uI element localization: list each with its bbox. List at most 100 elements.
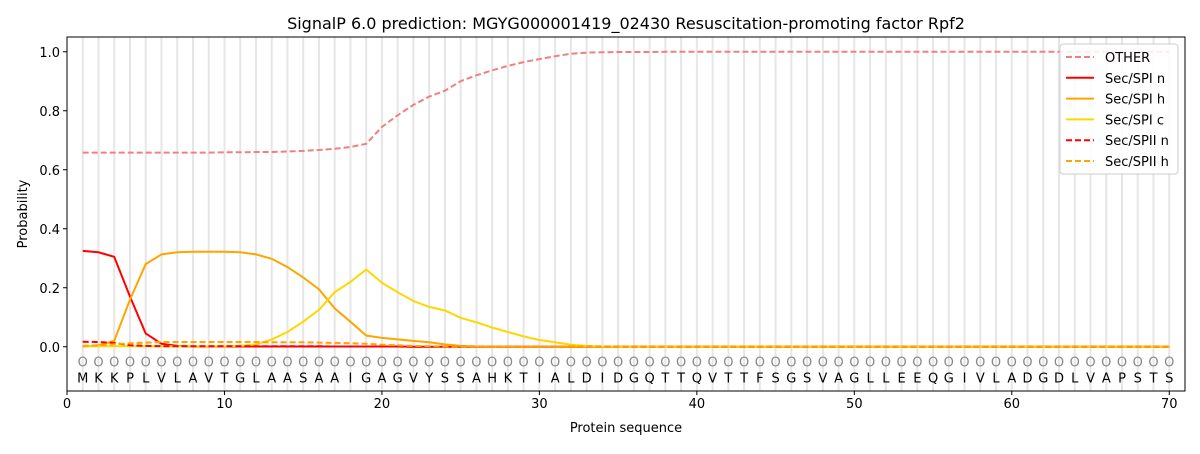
x-tick-label: 20 xyxy=(374,397,391,412)
position-marker: O xyxy=(298,356,308,371)
residue-label: F xyxy=(756,372,763,387)
residue-label: E xyxy=(897,372,905,387)
position-marker: O xyxy=(786,356,796,371)
residue-label: P xyxy=(126,372,134,387)
residue-label: S xyxy=(1134,372,1142,387)
position-marker: O xyxy=(959,356,969,371)
residue-label: L xyxy=(866,372,874,387)
residue-label: D xyxy=(613,372,623,387)
residue-label: V xyxy=(1086,372,1095,387)
y-tick-label: 0.6 xyxy=(39,164,60,179)
position-marker: O xyxy=(125,356,135,371)
residue-label: P xyxy=(1118,372,1126,387)
position-marker: O xyxy=(597,356,607,371)
position-marker: O xyxy=(707,356,717,371)
position-marker: O xyxy=(1007,356,1017,371)
residue-label: A xyxy=(314,372,323,387)
residue-label: V xyxy=(976,372,985,387)
residue-label: L xyxy=(142,372,150,387)
residue-label: S xyxy=(299,372,307,387)
y-tick-label: 0.4 xyxy=(39,223,60,238)
position-marker: O xyxy=(282,356,292,371)
position-marker: O xyxy=(1070,356,1080,371)
position-marker: O xyxy=(692,356,702,371)
position-marker: O xyxy=(314,356,324,371)
residue-label: G xyxy=(393,372,403,387)
legend-label: Sec/SPII h xyxy=(1105,155,1169,170)
residue-label: A xyxy=(1102,372,1111,387)
residue-label: L xyxy=(567,372,575,387)
residue-label: T xyxy=(739,372,748,387)
residue-label: G xyxy=(235,372,245,387)
position-marker: O xyxy=(1054,356,1064,371)
position-marker: O xyxy=(93,356,103,371)
series-line-sec-spi-h xyxy=(82,250,1170,348)
position-marker: O xyxy=(802,356,812,371)
residue-label: K xyxy=(110,372,119,387)
residue-label: D xyxy=(1023,372,1033,387)
chart-title: SignalP 6.0 prediction: MGYG000001419_02… xyxy=(287,14,965,34)
residue-label: L xyxy=(252,372,260,387)
residue-label: S xyxy=(441,372,449,387)
position-marker: O xyxy=(1148,356,1158,371)
residue-label: G xyxy=(629,372,639,387)
residue-label: G xyxy=(1038,372,1048,387)
y-tick-label: 1.0 xyxy=(39,46,60,61)
position-marker: O xyxy=(156,356,166,371)
residue-label: I xyxy=(349,372,353,387)
position-marker: O xyxy=(944,356,954,371)
residue-label: G xyxy=(361,372,371,387)
position-marker: O xyxy=(393,356,403,371)
residue-label: Q xyxy=(692,372,702,387)
x-axis-label: Protein sequence xyxy=(570,421,682,436)
legend-label: Sec/SPI h xyxy=(1105,93,1165,108)
legend-label: Sec/SPI n xyxy=(1105,72,1165,87)
position-marker: O xyxy=(818,356,828,371)
residue-label: Q xyxy=(645,372,655,387)
position-marker: O xyxy=(613,356,623,371)
position-marker: O xyxy=(1164,356,1174,371)
residue-label: T xyxy=(660,372,669,387)
position-marker: O xyxy=(896,356,906,371)
position-marker: O xyxy=(723,356,733,371)
x-tick-label: 10 xyxy=(216,397,233,412)
position-marker: O xyxy=(865,356,875,371)
residue-label: D xyxy=(582,372,592,387)
residue-label: L xyxy=(992,372,1000,387)
residue-label: G xyxy=(849,372,859,387)
residue-label: V xyxy=(409,372,418,387)
position-marker: O xyxy=(1085,356,1095,371)
residue-label: T xyxy=(519,372,528,387)
residue-label: V xyxy=(818,372,827,387)
position-marker: O xyxy=(267,356,277,371)
residue-label: E xyxy=(913,372,921,387)
residue-label: L xyxy=(1071,372,1079,387)
position-marker: O xyxy=(550,356,560,371)
position-marker: O xyxy=(424,356,434,371)
x-tick-label: 60 xyxy=(1004,397,1021,412)
position-marker: O xyxy=(912,356,922,371)
position-marker: O xyxy=(141,356,151,371)
x-tick-label: 30 xyxy=(531,397,548,412)
position-marker: O xyxy=(188,356,198,371)
position-marker: O xyxy=(487,356,497,371)
position-marker: O xyxy=(1101,356,1111,371)
residue-label: I xyxy=(600,372,604,387)
position-marker: O xyxy=(1038,356,1048,371)
x-tick-label: 40 xyxy=(689,397,706,412)
y-axis-label: Probability xyxy=(16,179,31,248)
position-marker: O xyxy=(345,356,355,371)
residue-label: G xyxy=(944,372,954,387)
x-tick-label: 70 xyxy=(1161,397,1178,412)
residue-label: K xyxy=(94,372,103,387)
residue-label: A xyxy=(1007,372,1016,387)
residue-label: A xyxy=(330,372,339,387)
position-marker: O xyxy=(408,356,418,371)
residue-label: T xyxy=(219,372,228,387)
residue-label: S xyxy=(803,372,811,387)
position-marker: O xyxy=(235,356,245,371)
position-marker: O xyxy=(78,356,88,371)
series-line-sec-spi-n xyxy=(82,249,1170,348)
residue-label: A xyxy=(267,372,276,387)
position-marker: O xyxy=(377,356,387,371)
